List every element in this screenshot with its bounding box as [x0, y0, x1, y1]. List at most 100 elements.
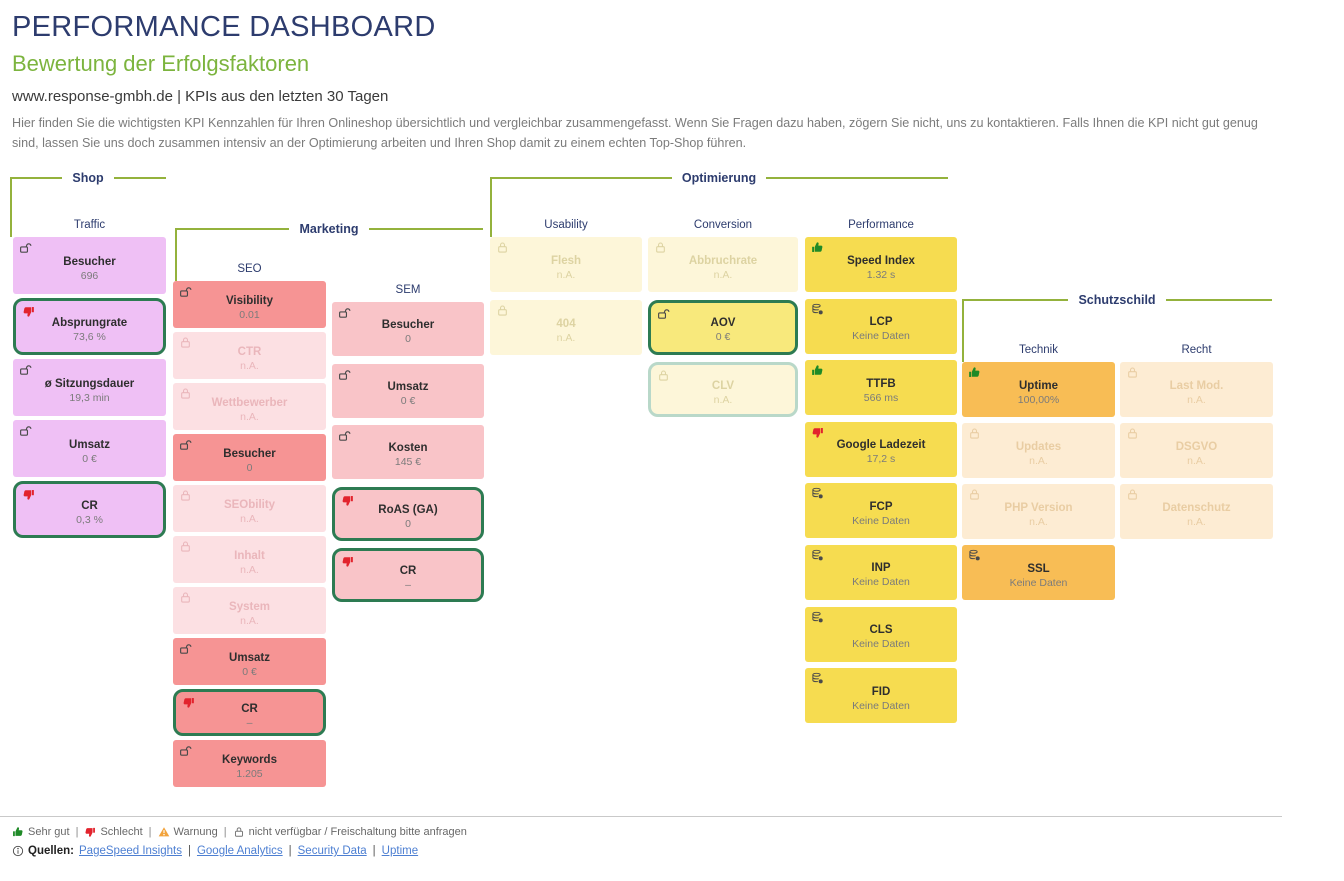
group-line: [962, 299, 1069, 301]
database-icon: [811, 549, 824, 562]
unlock-icon: [19, 363, 32, 376]
tile-absprungrate[interactable]: Absprungrate 73,6 %: [13, 298, 166, 355]
source-link-google-analytics[interactable]: Google Analytics: [196, 845, 283, 857]
database-icon: [811, 672, 824, 685]
database-icon: [811, 611, 824, 624]
tile-list: Uptime 100,00% Updates n.A. PHP Version n.A. S…: [962, 362, 1115, 600]
tile-value: n.A.: [240, 410, 259, 423]
tile-value: Keine Daten: [852, 638, 910, 651]
tile-cls[interactable]: CLS Keine Daten: [805, 606, 957, 662]
unlock-icon: [19, 241, 32, 254]
source-link-security-data[interactable]: Security Data: [297, 845, 367, 857]
tile-ssl[interactable]: SSL Keine Daten: [962, 545, 1115, 600]
column-label-traffic: Traffic: [73, 219, 106, 231]
tile-ctr: CTR n.A.: [173, 332, 326, 379]
tile-besucher[interactable]: Besucher 696: [13, 237, 166, 294]
tile-title: Abbruchrate: [688, 254, 758, 267]
tile-value: 1.205: [236, 767, 263, 780]
group-header-schutzschild: Schutzschild: [962, 291, 1272, 362]
tile-cr[interactable]: CR –: [173, 689, 326, 736]
unlock-icon: [19, 424, 32, 437]
tile-speed-index[interactable]: Speed Index 1.32 s: [805, 237, 957, 292]
thumb-up-icon: [811, 364, 824, 377]
tile-title: Speed Index: [847, 254, 915, 267]
tile-ttfb[interactable]: TTFB 566 ms: [805, 360, 957, 416]
legend-separator: |: [75, 826, 79, 838]
tile-title: CR: [399, 565, 417, 577]
warning-icon: [158, 826, 170, 838]
column-technik: Technik Uptime 100,00% Updates n.A. PHP Versi…: [962, 344, 1115, 600]
tile-title: Keywords: [222, 753, 277, 766]
tile-umsatz[interactable]: Umsatz 0 €: [173, 638, 326, 685]
group-bracket-line: [962, 300, 964, 362]
lock-icon: [968, 427, 981, 440]
tile-aov[interactable]: AOV 0 €: [648, 299, 798, 355]
tile-title: Besucher: [381, 319, 435, 331]
lock-icon: [233, 826, 245, 838]
group-label: Optimierung: [681, 171, 757, 185]
column-conversion: Conversion Abbruchrate n.A. AOV 0 € CLV n.A.: [648, 219, 798, 417]
tile-umsatz[interactable]: Umsatz 0 €: [332, 363, 484, 418]
tile-value: n.A.: [1187, 515, 1206, 528]
group-header-shop: Shop: [10, 169, 166, 237]
legend-label: Schlecht: [100, 826, 143, 838]
tile-value: 73,6 %: [73, 330, 106, 343]
tile-datenschutz: Datenschutz n.A.: [1120, 484, 1273, 539]
tile-umsatz[interactable]: Umsatz 0 €: [13, 420, 166, 477]
tile-list: Visibility 0.01 CTR n.A. Wettbewerber n.A. Bes…: [173, 281, 326, 787]
database-icon: [811, 303, 824, 316]
tile-value: Keine Daten: [852, 514, 910, 527]
tile-title: CR: [241, 702, 258, 715]
group-label: Marketing: [299, 222, 359, 236]
tile-value: 19,3 min: [69, 391, 110, 404]
tile-title: DSGVO: [1175, 440, 1218, 453]
lock-icon: [657, 369, 670, 382]
tile-value: 0: [405, 517, 411, 530]
tile-besucher[interactable]: Besucher 0: [173, 434, 326, 481]
tile-value: n.A.: [240, 359, 259, 372]
tile-value: n.A.: [713, 393, 733, 406]
tile-value: n.A.: [1187, 454, 1206, 467]
unlock-icon: [338, 306, 351, 319]
tile-lcp[interactable]: LCP Keine Daten: [805, 298, 957, 354]
tile-title: CR: [81, 499, 98, 512]
source-link-uptime[interactable]: Uptime: [381, 845, 419, 857]
tile-value: n.A.: [240, 563, 259, 576]
tile-roas-ga[interactable]: RoAS (GA) 0: [332, 486, 484, 541]
group-bracket-line: [175, 229, 177, 281]
tile-fcp[interactable]: FCP Keine Daten: [805, 483, 957, 539]
tile-kosten[interactable]: Kosten 145 €: [332, 425, 484, 479]
tile-404: 404 n.A.: [490, 300, 642, 355]
thumb-down-icon: [341, 494, 354, 507]
tile-value: n.A.: [556, 331, 576, 344]
lock-icon: [1126, 366, 1139, 379]
tile-title: INP: [871, 562, 891, 575]
tile-visibility[interactable]: Visibility 0.01: [173, 281, 326, 328]
tile-sitzungsdauer[interactable]: ø Sitzungsdauer 19,3 min: [13, 359, 166, 416]
tile-inp[interactable]: INP Keine Daten: [805, 544, 957, 600]
tile-keywords[interactable]: Keywords 1.205: [173, 740, 326, 787]
tile-besucher[interactable]: Besucher 0: [332, 302, 484, 356]
tile-list: Besucher 696 Absprungrate 73,6 % ø Sitzungsd…: [13, 237, 166, 538]
source-link-pagespeed-insights[interactable]: PageSpeed Insights: [79, 845, 182, 857]
group-line: [175, 228, 290, 230]
tile-title: Inhalt: [234, 549, 265, 562]
tile-cr[interactable]: CR –: [332, 548, 484, 602]
column-traffic: Traffic Besucher 696 Absprungrate 73,6 % ø Si…: [13, 219, 166, 538]
tile-list: Flesh n.A. 404 n.A.: [490, 237, 642, 355]
site-and-range: www.response-gmbh.de | KPIs aus den letz…: [12, 88, 389, 105]
tile-title: Uptime: [1019, 379, 1058, 392]
tile-title: CTR: [237, 345, 262, 358]
tile-title: PHP Version: [1004, 501, 1073, 514]
database-icon: [811, 487, 824, 500]
tile-fid[interactable]: FID Keine Daten: [805, 668, 957, 724]
group-line: [490, 177, 672, 179]
group-line: [766, 177, 948, 179]
column-label-performance: Performance: [848, 219, 914, 231]
tile-google-ladezeit[interactable]: Google Ladezeit 17,2 s: [805, 421, 957, 477]
tile-title: TTFB: [866, 377, 896, 390]
tile-uptime[interactable]: Uptime 100,00%: [962, 362, 1115, 417]
tile-value: n.A.: [556, 268, 576, 281]
tile-cr[interactable]: CR 0,3 %: [13, 481, 166, 538]
